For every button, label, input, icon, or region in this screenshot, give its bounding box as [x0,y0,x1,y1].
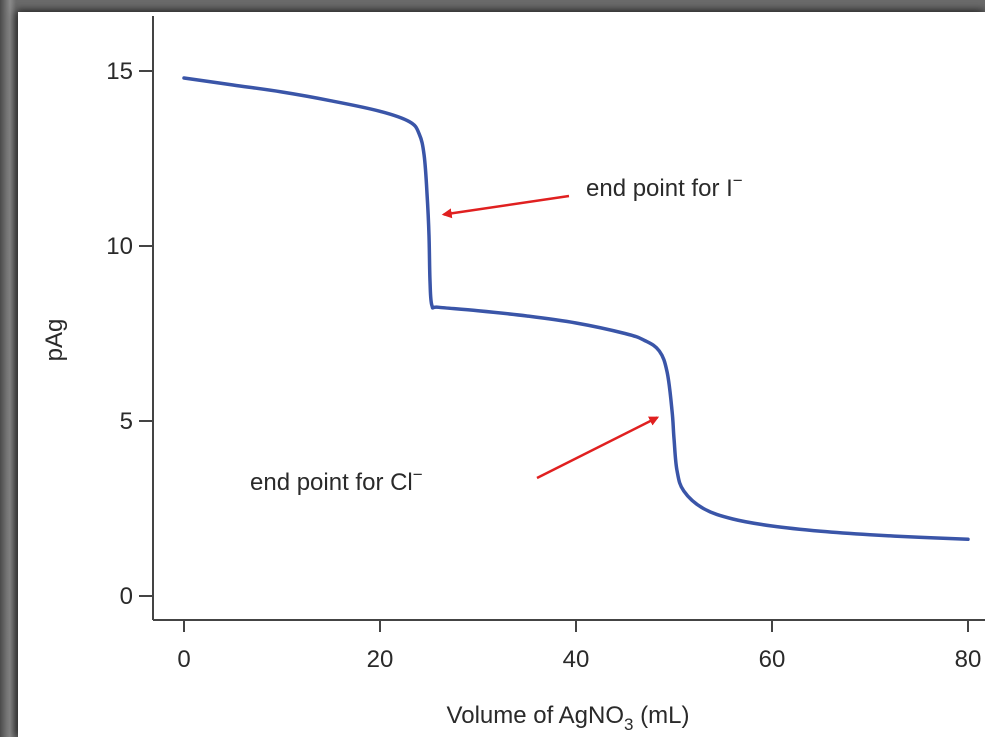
annotation-arrow [536,416,660,480]
x-tick-label: 0 [177,646,190,673]
curve-layer [182,76,970,542]
x-tick-label: 80 [955,646,982,673]
annotation-label: end point for I− [586,171,743,202]
annotation-text: end point for I [586,175,733,202]
x-axis-label: Volume of AgNO3 (mL) [447,702,690,734]
annotation-arrow [441,194,570,219]
chart-panel [18,12,985,737]
x-tick-label: 60 [759,646,786,673]
x-axis-label-tail: (mL) [633,702,689,729]
annotation-text: end point for Cl [250,469,413,496]
y-tick-label: 15 [106,58,133,85]
pag-curve-line [182,76,970,542]
y-tick-label: 5 [120,408,133,435]
annotations: end point for I−end point for Cl− [250,171,743,496]
annotation-superscript: − [733,171,743,190]
x-axis-label-main: Volume of AgNO [447,702,624,729]
x-axis-label-subscript: 3 [624,715,633,734]
x-tick-label: 20 [367,646,394,673]
y-axis-label: pAg [41,319,68,362]
x-tick-label: 40 [563,646,590,673]
ticks: 0 5 10 15 0 20 40 60 80 [106,58,981,673]
y-tick-label: 0 [120,583,133,610]
axes [152,16,985,621]
y-tick-label: 10 [106,233,133,260]
annotation-label: end point for Cl− [250,465,423,496]
annotation-superscript: − [413,465,423,484]
